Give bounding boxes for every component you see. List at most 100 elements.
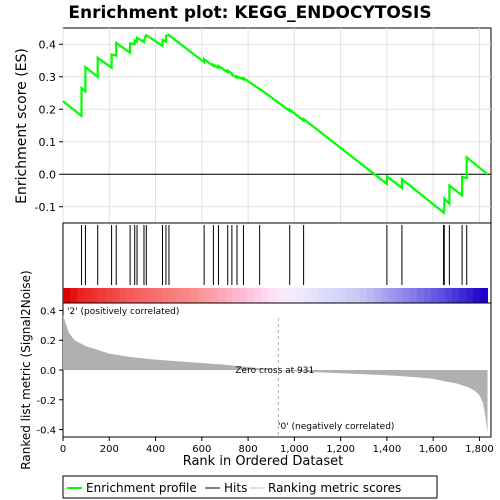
legend-label-enrichment: Enrichment profile [86, 481, 197, 495]
x-tick-label: 600 [192, 444, 211, 455]
hit-panel [62, 222, 492, 304]
es-y-tick-label: 0.4 [39, 38, 57, 51]
colorbar-segment [254, 288, 262, 303]
colorbar-segment [246, 288, 255, 303]
colorbar-segment [346, 288, 354, 303]
colorbar-segment [147, 288, 156, 303]
colorbar-segment [324, 288, 333, 303]
colorbar-segment [268, 288, 276, 303]
metric-panel: -0.4 -0.2 0.0 0.2 0.4 0 200 400 600 800 1,000 1,20… [19, 270, 494, 469]
x-tick-label: 1,000 [280, 444, 309, 455]
colorbar-segment [480, 288, 489, 303]
colorbar-segment [225, 288, 234, 303]
colorbar-segment [374, 288, 382, 303]
x-tick-label: 1,400 [373, 444, 402, 455]
x-tick-label: 1,200 [326, 444, 355, 455]
colorbar-segment [367, 288, 375, 303]
colorbar-segment [430, 288, 439, 303]
colorbar-segment [452, 288, 460, 303]
colorbar-segment [232, 288, 241, 303]
metric-y-tick-label: 0.2 [40, 336, 56, 347]
colorbar-segment [360, 288, 368, 303]
colorbar-segment [381, 288, 389, 303]
metric-y-tick-label: -0.4 [36, 426, 56, 437]
colorbar-segment [445, 288, 453, 303]
colorbar-segment [317, 288, 326, 303]
colorbar-segment [303, 288, 312, 303]
metric-area-layer [63, 314, 488, 433]
es-panel-frame [62, 27, 492, 224]
colorbar-segment [133, 288, 142, 303]
colorbar-segment [473, 288, 481, 303]
colorbar-segment [176, 288, 184, 303]
x-axis-label: Rank in Ordered Dataset [183, 454, 344, 469]
metric-y-tick-label: 0.0 [40, 366, 56, 377]
colorbar-segment [282, 288, 290, 303]
colorbar-segment [169, 288, 177, 303]
x-tick-label: 200 [100, 444, 119, 455]
colorbar-segment [105, 288, 114, 303]
colorbar-segment [84, 288, 92, 303]
legend-box [62, 475, 438, 499]
es-y-tick-label: 0.3 [39, 71, 57, 84]
x-tick-label: 1,800 [465, 444, 494, 455]
colorbar-segment [211, 288, 220, 303]
metric-y-axis-label: Ranked list metric (Signal2Noise) [19, 270, 33, 469]
colorbar-segment [183, 288, 191, 303]
colorbar-segment [112, 288, 121, 303]
colorbar-segment [126, 288, 135, 303]
colorbar-segment [154, 288, 163, 303]
colorbar-segment [239, 288, 248, 303]
colorbar-segment [416, 288, 425, 303]
es-y-ticks: -0.1 0.0 0.1 0.2 0.3 0.4 [35, 38, 63, 214]
x-tick-label: 400 [146, 444, 165, 455]
es-y-tick-label: 0.1 [39, 136, 57, 149]
enrichment-profile-line [62, 32, 489, 215]
metric-y-ticks: -0.4 -0.2 0.0 0.2 0.4 [36, 306, 63, 437]
negative-correlation-label: '0' (negatively correlated) [278, 422, 394, 432]
colorbar-segment [275, 288, 283, 303]
es-y-tick-label: -0.1 [35, 201, 56, 214]
colorbar-segment [162, 288, 170, 303]
colorbar-segment [190, 288, 198, 303]
metric-y-tick-label: 0.4 [40, 306, 56, 317]
legend-label-ranking: Ranking metric scores [268, 481, 401, 495]
colorbar-segment [63, 288, 71, 303]
chart-title: Enrichment plot: KEGG_ENDOCYTOSIS [68, 3, 431, 23]
es-y-tick-label: 0.2 [39, 103, 57, 116]
metric-y-tick-label: -0.2 [36, 396, 56, 407]
es-panel: -0.1 0.0 0.1 0.2 0.3 0.4 Enrichment score (ES… [14, 27, 492, 224]
colorbar-segment [261, 288, 269, 303]
colorbar-segment [409, 288, 418, 303]
legend: Enrichment profile Hits Ranking metric s… [62, 475, 438, 499]
colorbar-segment [119, 288, 128, 303]
colorbar-segment [338, 288, 347, 303]
colorbar-segment [204, 288, 213, 303]
x-tick-label: 1,600 [419, 444, 448, 455]
rank-colorbar [63, 288, 489, 303]
colorbar-segment [353, 288, 361, 303]
colorbar-segment [289, 288, 297, 303]
ranking-metric-area [63, 314, 488, 433]
colorbar-segment [91, 288, 99, 303]
x-tick-label: 0 [60, 444, 66, 455]
colorbar-segment [388, 288, 397, 303]
colorbar-segment [140, 288, 149, 303]
colorbar-segment [70, 288, 78, 303]
positive-correlation-label: '2' (positively correlated) [67, 307, 179, 317]
colorbar-segment [296, 288, 305, 303]
x-tick-label: 800 [239, 444, 258, 455]
es-line-layer [62, 32, 489, 215]
colorbar-segment [77, 288, 85, 303]
colorbar-segment [402, 288, 411, 303]
legend-label-hits: Hits [224, 481, 247, 495]
hit-marks [81, 225, 468, 285]
es-y-axis-label: Enrichment score (ES) [14, 48, 30, 204]
colorbar-segment [423, 288, 432, 303]
es-y-tick-label: 0.0 [39, 168, 57, 181]
colorbar-segment [98, 288, 106, 303]
colorbar-segment [438, 288, 446, 303]
colorbar-segment [466, 288, 474, 303]
colorbar-segment [310, 288, 319, 303]
